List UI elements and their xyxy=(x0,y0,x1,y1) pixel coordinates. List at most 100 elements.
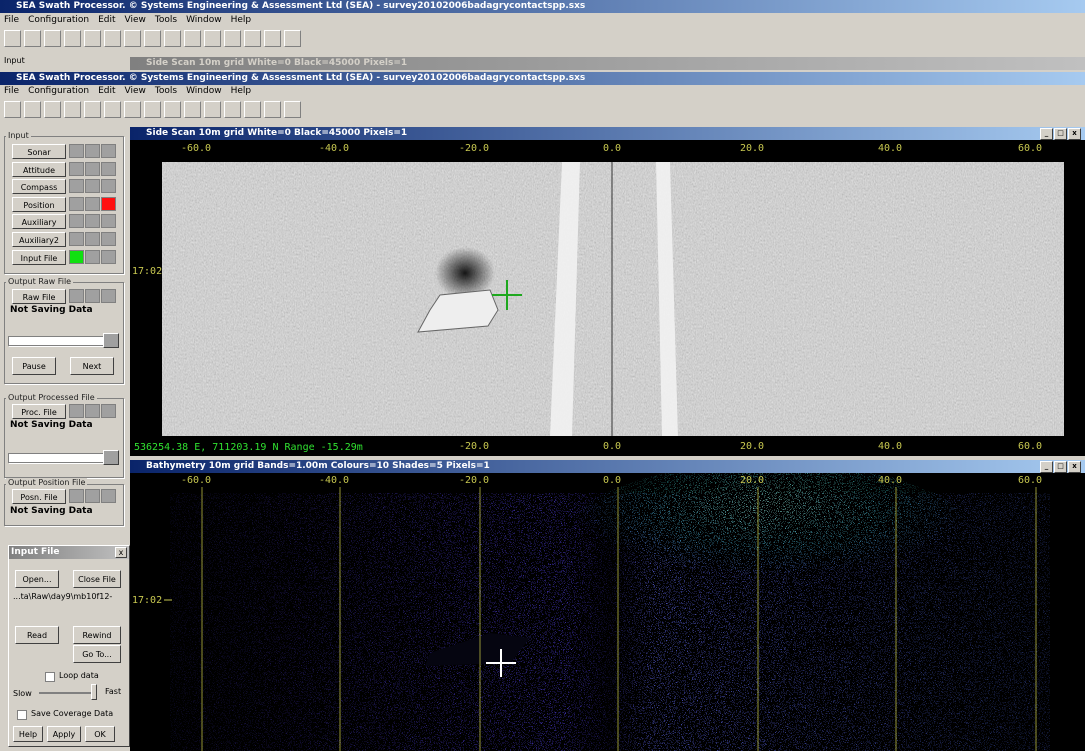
menu-item[interactable]: Tools xyxy=(154,86,178,96)
x-axis-label: -60.0 xyxy=(181,143,211,154)
toolbar-button[interactable] xyxy=(24,30,41,47)
toolbar-button[interactable] xyxy=(284,101,301,118)
progress xyxy=(8,336,108,346)
button[interactable]: Help xyxy=(13,726,43,742)
toolbar-button[interactable] xyxy=(184,30,201,47)
toolbar-button[interactable] xyxy=(144,101,161,118)
x-axis-label: 40.0 xyxy=(878,143,902,154)
sonar-image xyxy=(162,162,1064,436)
toolbar-button[interactable] xyxy=(44,101,61,118)
menu-bar: File Configuration Edit View Tools Window Help xyxy=(0,14,251,27)
status-bg xyxy=(130,437,400,454)
toolbar-button[interactable] xyxy=(164,101,181,118)
menu-item[interactable]: Edit xyxy=(98,15,116,25)
menu-item[interactable]: Configuration xyxy=(28,86,90,96)
indicator xyxy=(85,249,100,264)
toolbar-button[interactable] xyxy=(284,30,301,47)
toolbar-button[interactable] xyxy=(104,101,121,118)
button[interactable]: OK xyxy=(85,726,115,742)
button[interactable]: Apply xyxy=(47,726,81,742)
toolbar-button[interactable] xyxy=(244,101,261,118)
menu-item[interactable]: Window xyxy=(186,86,222,96)
indicator xyxy=(101,249,116,264)
checkbox[interactable] xyxy=(17,710,27,720)
toolbar-button[interactable] xyxy=(84,101,101,118)
button[interactable]: Auxiliary xyxy=(12,214,66,230)
toolbar-button[interactable] xyxy=(184,101,201,118)
status-text: Not Saving Data xyxy=(10,420,93,430)
menu-item[interactable]: View xyxy=(124,15,146,25)
menu-item[interactable]: View xyxy=(124,86,146,96)
toolbar-button[interactable] xyxy=(24,101,41,118)
slider-label: Slow xyxy=(13,689,32,698)
window-title: SEA Swath Processor. © Systems Engineeri… xyxy=(0,0,1085,13)
checkbox[interactable] xyxy=(45,672,55,682)
button[interactable]: Close File xyxy=(73,570,121,588)
menu-item[interactable]: File xyxy=(4,86,20,96)
button[interactable]: Posn. File xyxy=(12,489,66,504)
x-axis-label: 40.0 xyxy=(878,475,902,486)
close-button[interactable]: x xyxy=(115,547,127,558)
toolbar-button[interactable] xyxy=(104,30,121,47)
toolbar-button[interactable] xyxy=(244,30,261,47)
button[interactable]: Raw File xyxy=(12,289,66,304)
toolbar-button[interactable] xyxy=(64,30,81,47)
toolbar-button[interactable] xyxy=(264,101,281,118)
slider-thumb[interactable] xyxy=(91,684,97,700)
toolbar-button[interactable] xyxy=(164,30,181,47)
menu-item[interactable]: Help xyxy=(230,86,252,96)
toolbar-button[interactable] xyxy=(204,30,221,47)
button[interactable]: Input File xyxy=(12,249,66,265)
button[interactable]: Sonar xyxy=(12,144,66,159)
menu-item[interactable]: Configuration xyxy=(28,15,90,25)
menu-item[interactable]: Help xyxy=(230,15,252,25)
button[interactable]: Go To... xyxy=(73,645,121,663)
toolbar-button[interactable] xyxy=(224,101,241,118)
button[interactable]: Read xyxy=(15,626,59,644)
menu-item[interactable]: Window xyxy=(186,15,222,25)
toolbar-button[interactable] xyxy=(4,101,21,118)
toolbar-button[interactable] xyxy=(144,30,161,47)
group-label: Output Processed File xyxy=(6,393,97,402)
menu-item[interactable]: Tools xyxy=(154,15,178,25)
indicator xyxy=(85,232,100,246)
toolbar-button[interactable] xyxy=(224,30,241,47)
indicator xyxy=(69,249,84,264)
button[interactable]: Attitude xyxy=(12,161,66,177)
toolbar xyxy=(4,101,301,119)
toolbar-button[interactable] xyxy=(64,101,81,118)
button[interactable]: Compass xyxy=(12,179,66,195)
indicator xyxy=(85,161,100,176)
sonar-tone xyxy=(162,162,1064,436)
button[interactable]: Pause xyxy=(12,357,56,375)
button[interactable]: Auxiliary2 xyxy=(12,232,66,247)
menu-item[interactable]: File xyxy=(4,15,20,25)
indicator xyxy=(85,404,100,418)
toolbar-button[interactable] xyxy=(124,101,141,118)
nadir-stripe xyxy=(550,162,580,436)
toolbar-button[interactable] xyxy=(4,30,21,47)
indicator xyxy=(69,289,84,303)
crosshair xyxy=(492,280,522,310)
indicator xyxy=(85,489,100,503)
toolbar-button[interactable] xyxy=(124,30,141,47)
indicator xyxy=(69,214,84,229)
button[interactable]: Next xyxy=(70,357,114,375)
toolbar-button[interactable] xyxy=(204,101,221,118)
indicator xyxy=(103,450,119,465)
indicator xyxy=(69,179,84,194)
button[interactable]: Position xyxy=(12,196,66,212)
button[interactable]: Proc. File xyxy=(12,404,66,419)
x-axis-label: 60.0 xyxy=(1018,475,1042,486)
toolbar-button[interactable] xyxy=(264,30,281,47)
x-axis-label: 0.0 xyxy=(603,143,621,154)
menu-item[interactable]: Edit xyxy=(98,86,116,96)
button[interactable]: Rewind xyxy=(73,626,121,644)
crosshair xyxy=(486,649,516,677)
toolbar-button[interactable] xyxy=(84,30,101,47)
button[interactable]: Open... xyxy=(15,570,59,588)
x-axis-label: 60.0 xyxy=(1018,441,1042,452)
menu-bar: File Configuration Edit View Tools Window Help xyxy=(0,85,251,98)
input-file-dialog: Input File x Open... Close File ...ta\Ra… xyxy=(8,545,130,747)
toolbar-button[interactable] xyxy=(44,30,61,47)
